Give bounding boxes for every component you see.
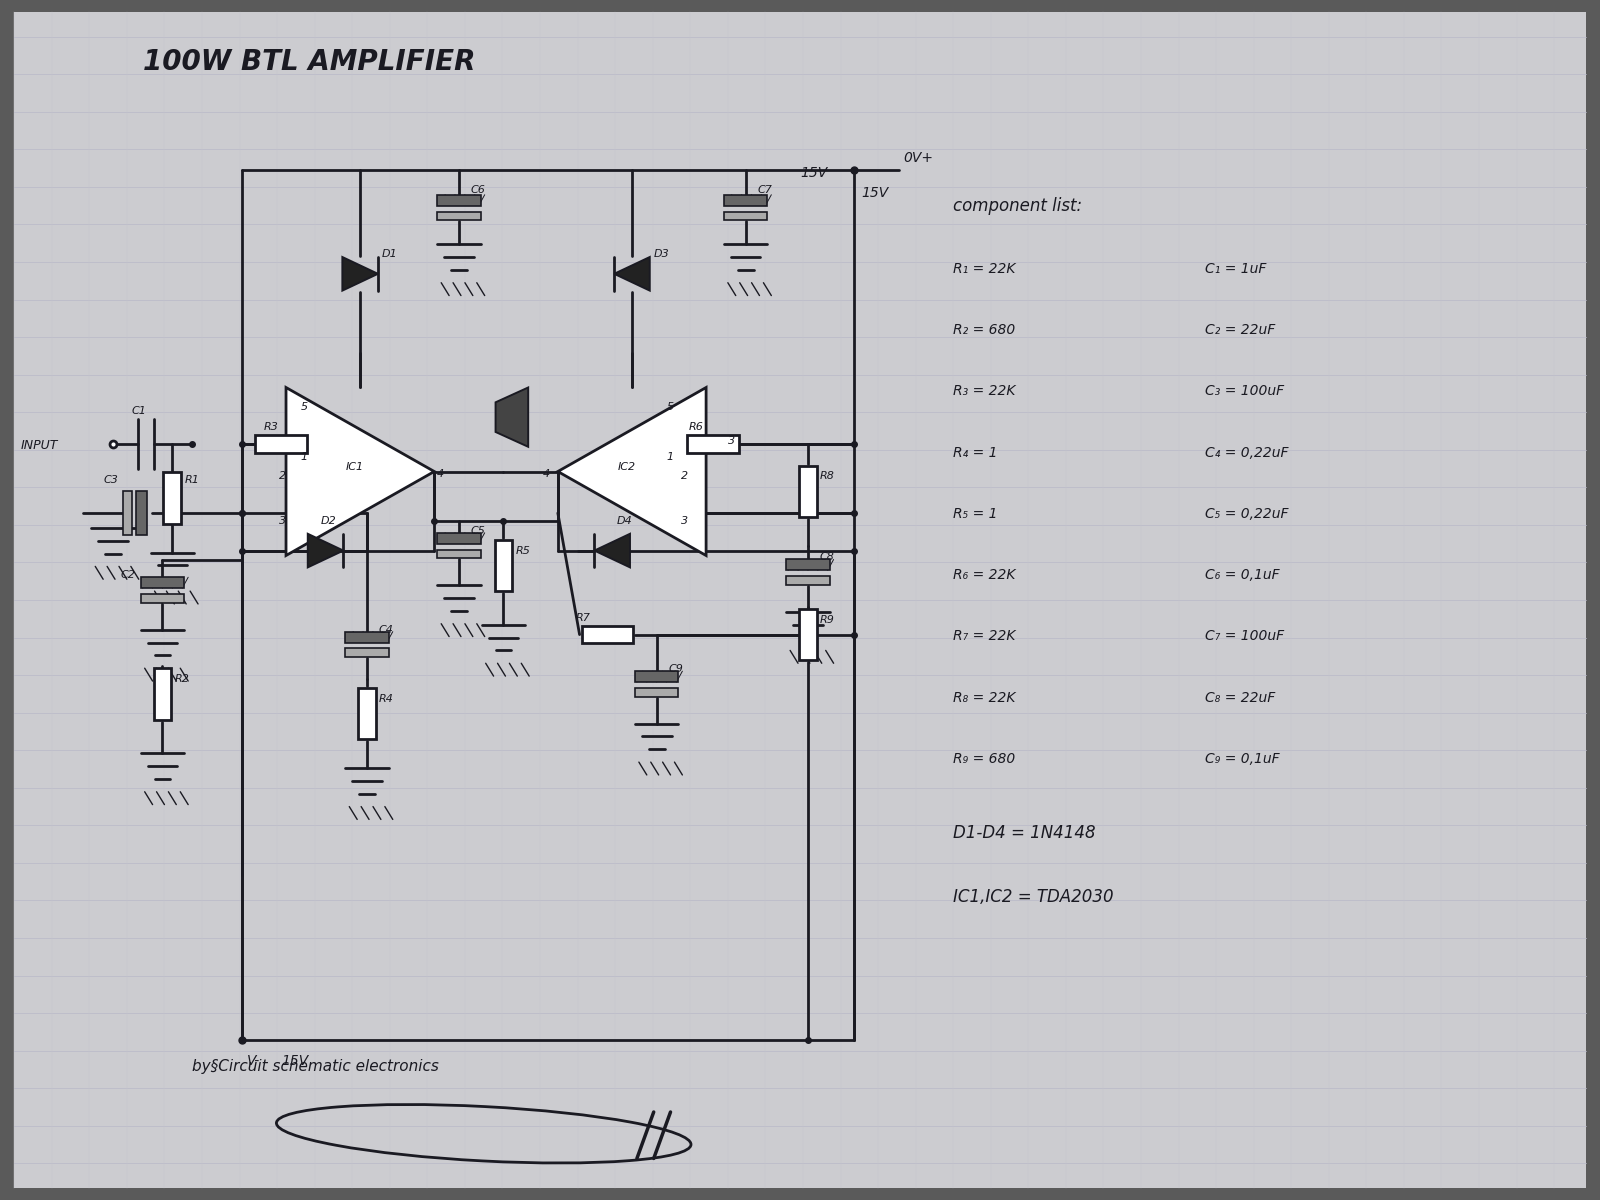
Text: D2: D2 <box>320 516 336 526</box>
Bar <box>141 594 184 602</box>
Text: C₈ = 22uF: C₈ = 22uF <box>1205 691 1275 704</box>
Text: R7: R7 <box>576 613 590 623</box>
Text: 3: 3 <box>682 516 688 526</box>
Text: R₂ = 680: R₂ = 680 <box>954 323 1016 337</box>
Bar <box>154 668 171 720</box>
Bar <box>635 671 678 682</box>
Text: C₉ = 0,1uF: C₉ = 0,1uF <box>1205 752 1280 766</box>
Bar <box>798 466 818 517</box>
Text: R5: R5 <box>515 546 530 556</box>
Text: R1: R1 <box>184 475 198 485</box>
Bar <box>786 576 830 586</box>
Text: R₆ = 22K: R₆ = 22K <box>954 569 1016 582</box>
Text: C₆ = 0,1uF: C₆ = 0,1uF <box>1205 569 1280 582</box>
Text: R₇ = 22K: R₇ = 22K <box>954 630 1016 643</box>
Text: R₅ = 1: R₅ = 1 <box>954 506 998 521</box>
Bar <box>688 434 739 452</box>
Polygon shape <box>496 388 528 446</box>
Text: INPUT: INPUT <box>21 439 59 451</box>
Bar <box>786 559 830 570</box>
Text: 5: 5 <box>301 402 307 412</box>
Text: C8: C8 <box>819 552 835 563</box>
Text: R8: R8 <box>819 472 835 481</box>
Text: R₁ = 22K: R₁ = 22K <box>954 262 1016 276</box>
Text: C₅ = 0,22uF: C₅ = 0,22uF <box>1205 506 1288 521</box>
Text: C2: C2 <box>122 570 136 581</box>
Text: C4: C4 <box>379 624 394 635</box>
Bar <box>494 540 512 592</box>
Bar <box>358 688 376 739</box>
Text: 5: 5 <box>667 402 674 412</box>
Polygon shape <box>558 388 706 556</box>
Text: D3: D3 <box>654 248 669 259</box>
Text: 3: 3 <box>728 436 734 446</box>
Bar <box>346 631 389 642</box>
Text: 1: 1 <box>301 451 307 462</box>
Text: 15V: 15V <box>282 1054 309 1068</box>
Text: D1-D4 = 1N4148: D1-D4 = 1N4148 <box>954 824 1096 842</box>
Text: 2: 2 <box>278 472 286 481</box>
Bar <box>437 550 480 558</box>
Text: 15V: 15V <box>800 166 827 180</box>
Text: R4: R4 <box>379 694 394 703</box>
Text: R₈ = 22K: R₈ = 22K <box>954 691 1016 704</box>
Text: IC2: IC2 <box>618 462 637 472</box>
Text: C1: C1 <box>131 406 147 416</box>
Text: C5: C5 <box>470 526 486 535</box>
Text: R9: R9 <box>819 614 835 625</box>
Polygon shape <box>286 388 434 556</box>
Text: D4: D4 <box>618 516 634 526</box>
Polygon shape <box>614 257 650 290</box>
Text: 0V+: 0V+ <box>904 151 934 166</box>
Bar <box>723 211 768 221</box>
Bar <box>437 194 480 205</box>
Polygon shape <box>595 534 630 568</box>
Bar <box>798 608 818 660</box>
Bar <box>723 194 768 205</box>
Bar <box>256 434 307 452</box>
Bar <box>437 533 480 544</box>
Bar <box>141 577 184 588</box>
Polygon shape <box>342 257 378 290</box>
Text: V-: V- <box>246 1054 259 1068</box>
Text: 2: 2 <box>682 472 688 481</box>
Text: D1: D1 <box>382 248 398 259</box>
Text: R₃ = 22K: R₃ = 22K <box>954 384 1016 398</box>
Bar <box>123 491 131 535</box>
Bar <box>346 648 389 658</box>
Text: R₄ = 1: R₄ = 1 <box>954 445 998 460</box>
Text: C6: C6 <box>470 185 486 194</box>
Text: 4: 4 <box>437 469 445 480</box>
Text: R6: R6 <box>688 422 702 432</box>
Text: 100W BTL AMPLIFIER: 100W BTL AMPLIFIER <box>142 48 475 76</box>
Text: C3: C3 <box>102 475 118 485</box>
Text: C₂ = 22uF: C₂ = 22uF <box>1205 323 1275 337</box>
Text: 1: 1 <box>667 451 674 462</box>
Text: 4: 4 <box>542 469 550 480</box>
Text: 15V: 15V <box>861 186 888 199</box>
Text: 3: 3 <box>278 516 286 526</box>
Bar <box>581 625 634 643</box>
Bar <box>437 211 480 221</box>
Text: C₄ = 0,22uF: C₄ = 0,22uF <box>1205 445 1288 460</box>
Text: R2: R2 <box>174 674 189 684</box>
Text: R3: R3 <box>264 422 278 432</box>
Text: IC1: IC1 <box>346 462 365 472</box>
Text: component list:: component list: <box>954 197 1082 215</box>
Text: C₃ = 100uF: C₃ = 100uF <box>1205 384 1285 398</box>
Text: C7: C7 <box>757 185 773 194</box>
Text: C9: C9 <box>669 664 683 674</box>
Bar <box>136 491 147 535</box>
Text: IC1,IC2 = TDA2030: IC1,IC2 = TDA2030 <box>954 888 1114 906</box>
Text: R₉ = 680: R₉ = 680 <box>954 752 1016 766</box>
Text: C₁ = 1uF: C₁ = 1uF <box>1205 262 1267 276</box>
Bar <box>163 473 181 524</box>
Polygon shape <box>307 534 344 568</box>
Bar <box>635 688 678 697</box>
Text: by§Circuit schematic electronics: by§Circuit schematic electronics <box>192 1060 438 1074</box>
Text: C₇ = 100uF: C₇ = 100uF <box>1205 630 1285 643</box>
